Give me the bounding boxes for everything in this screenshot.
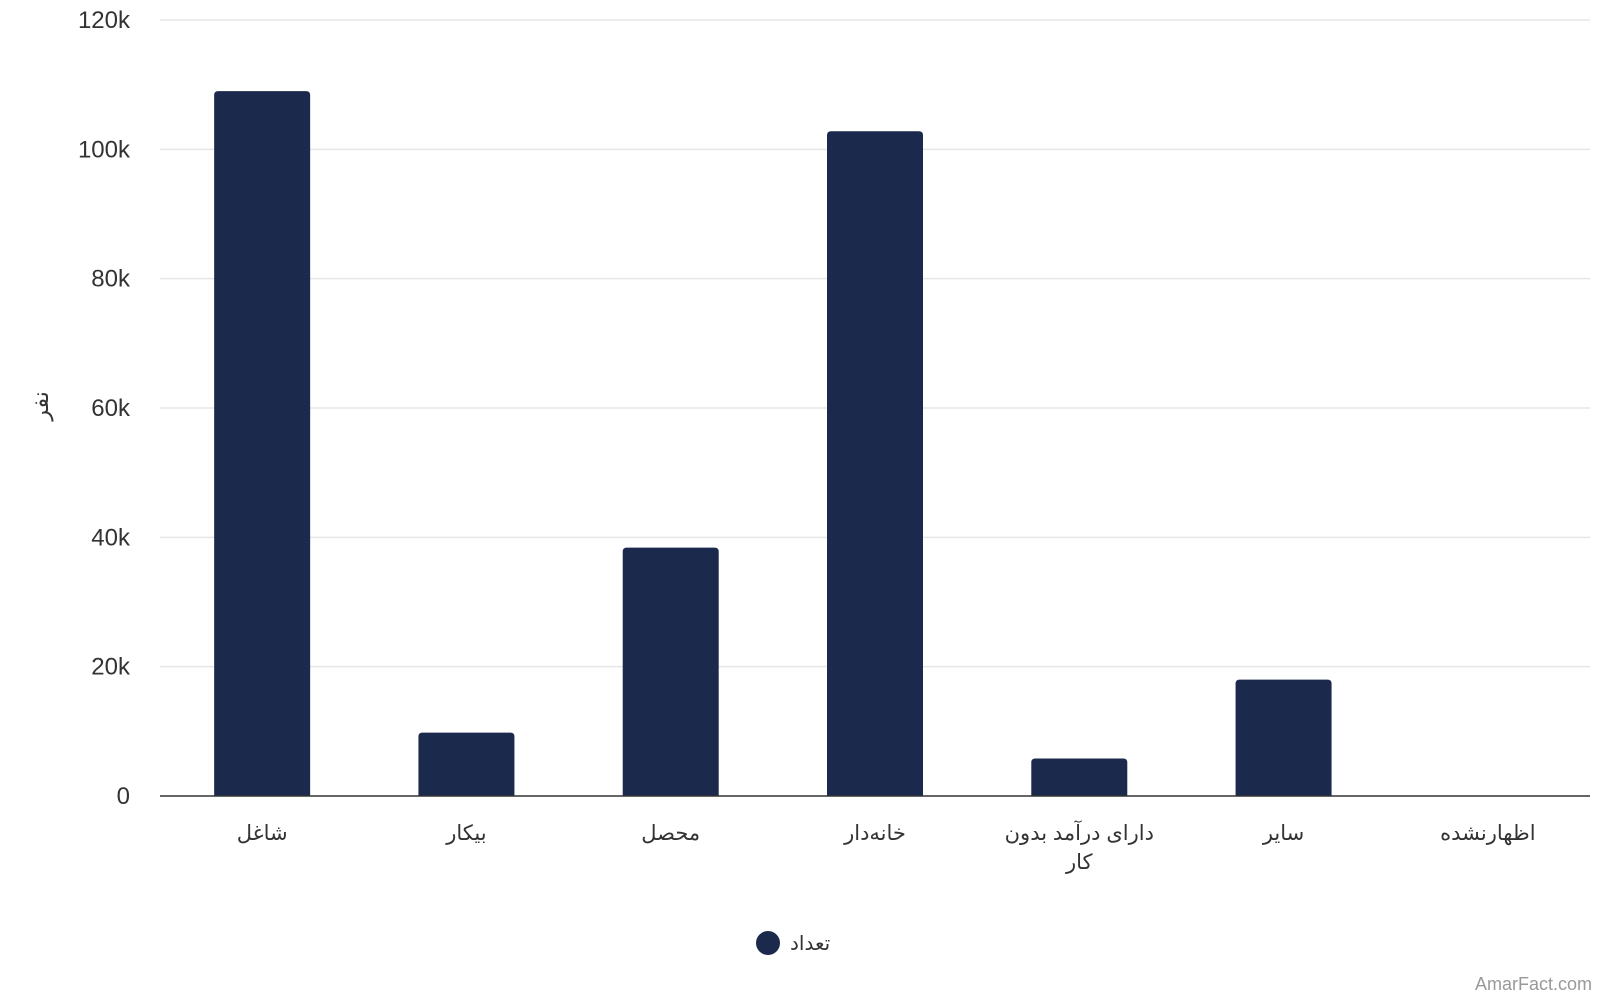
x-category-label: محصل	[641, 822, 700, 845]
credit-link[interactable]: AmarFact.com	[1475, 974, 1592, 994]
x-category-label: بیکار	[445, 822, 486, 845]
x-category-label: اظهارنشده	[1440, 822, 1535, 845]
bar[interactable]	[214, 91, 311, 797]
y-axis-label: نفر	[28, 391, 53, 421]
x-category-label: شاغل	[237, 822, 288, 845]
x-category-label: سایر	[1262, 822, 1304, 845]
y-tick-label: 20k	[91, 654, 131, 681]
y-tick-label: 100k	[78, 136, 131, 163]
legend-label: تعداد	[790, 933, 830, 955]
y-tick-label: 60k	[91, 395, 131, 422]
y-tick-label: 40k	[91, 524, 131, 551]
bar[interactable]	[622, 547, 719, 796]
y-tick-label: 120k	[78, 7, 131, 34]
bars	[214, 91, 1536, 797]
x-category-label: خانه‌دار	[843, 822, 906, 845]
y-axis-ticks: 0 20k 40k 60k 80k 100k 120k	[78, 7, 131, 810]
bar[interactable]	[418, 732, 515, 796]
x-axis-categories: شاغل بیکار محصل خانه‌دار دارای درآمد بدون کار…	[237, 820, 1536, 874]
y-tick-label: 0	[117, 783, 130, 810]
bar[interactable]	[1235, 679, 1332, 796]
legend[interactable]: تعداد	[756, 931, 830, 955]
x-category-label: دارای درآمد بدون کار	[1005, 820, 1154, 874]
legend-marker-icon	[756, 931, 780, 955]
y-tick-label: 80k	[91, 266, 131, 293]
bar[interactable]	[827, 131, 923, 796]
bar[interactable]	[1031, 758, 1128, 796]
